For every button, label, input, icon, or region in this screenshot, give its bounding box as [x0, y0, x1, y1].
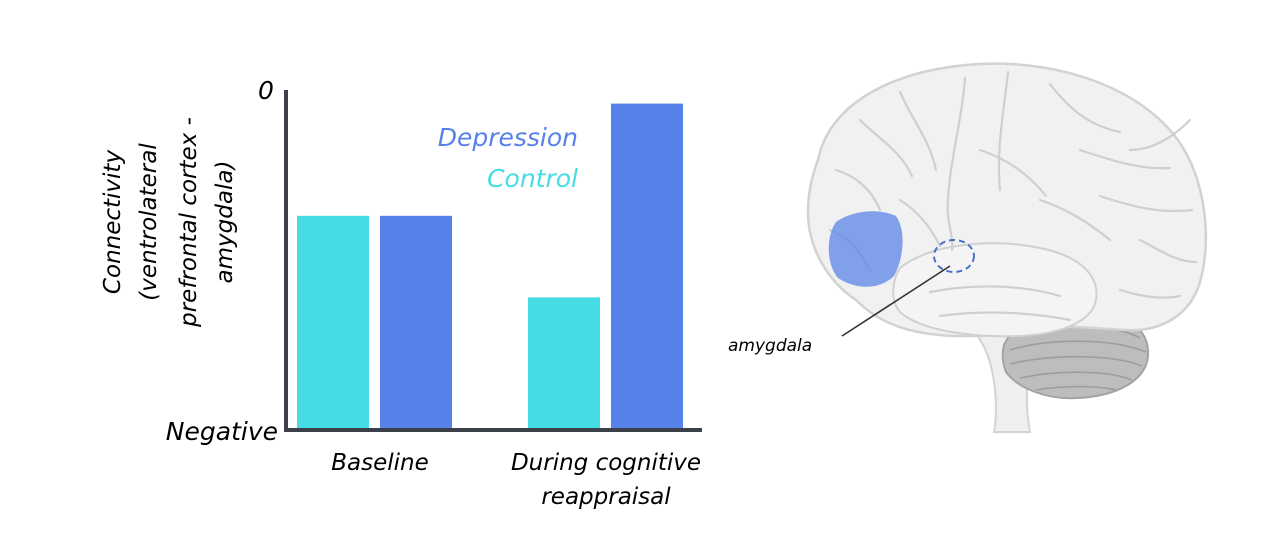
legend-entry-control: Control	[487, 164, 578, 193]
y-axis-title-line: (ventrolateral	[136, 143, 162, 301]
amygdala-label: amygdala	[728, 336, 812, 356]
brain-sagittal-icon	[806, 62, 1208, 433]
y-axis-title-line: prefrontal cortex -	[176, 117, 202, 328]
x-category-label-line: reappraisal	[541, 484, 671, 510]
y-axis-title-line: Connectivity	[100, 150, 126, 295]
bars	[297, 103, 683, 430]
bar-depression-2	[611, 103, 683, 430]
y-tick-label-top: 0	[258, 76, 274, 105]
x-category-label-line: Baseline	[331, 450, 429, 476]
vlpfc-highlight	[828, 211, 903, 287]
amygdala-marker	[933, 239, 975, 273]
y-axis-title-line: amygdala)	[212, 161, 238, 284]
bar-control-1	[297, 215, 369, 430]
temporal-lobe-outline	[892, 242, 1098, 338]
legend: Depression Control	[438, 123, 578, 193]
x-category-label-line: During cognitive	[511, 450, 701, 476]
brain-sulci	[828, 70, 1198, 322]
y-tick-label-bottom: Negative	[166, 417, 278, 446]
bar-control-2	[528, 297, 600, 430]
y-axis-title-text: Connectivity (ventrolateral prefrontal cor…	[100, 117, 238, 328]
bar-depression-1	[380, 215, 452, 430]
annotation-leader-line	[841, 265, 951, 337]
x-category-label: Baseline	[331, 450, 429, 476]
x-category-label: During cognitive reappraisal	[511, 450, 701, 510]
y-axis-title: Connectivity (ventrolateral prefrontal cor…	[100, 117, 238, 328]
x-category-labels: Baseline During cognitive reappraisal	[331, 450, 701, 510]
legend-entry-depression: Depression	[438, 123, 578, 152]
bar-chart: Connectivity (ventrolateral prefrontal cor…	[100, 76, 702, 510]
